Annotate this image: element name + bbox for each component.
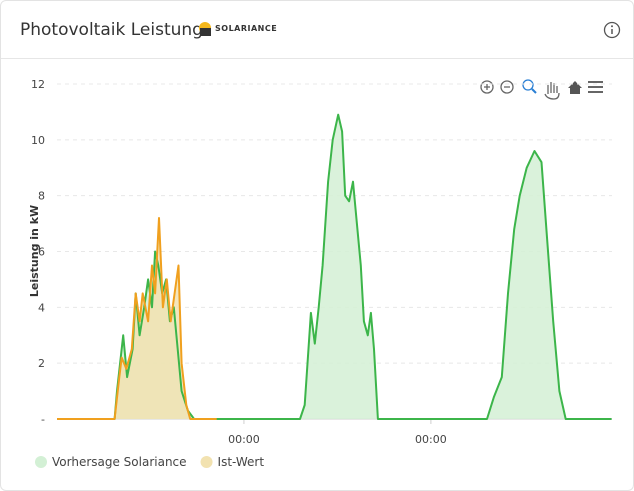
info-button[interactable] <box>603 21 621 39</box>
logo-icon <box>199 22 211 36</box>
home-button[interactable] <box>568 81 582 94</box>
y-axis-label: Leistung in kW <box>28 205 41 297</box>
series-line <box>57 113 612 420</box>
legend-marker <box>35 456 47 468</box>
logo-text: SOLARIANCE <box>215 24 278 33</box>
y-tick-label: 4 <box>38 301 45 314</box>
series-line <box>57 217 217 420</box>
y-tick-label: - <box>41 413 45 426</box>
zoom-out-button[interactable] <box>500 80 514 94</box>
y-tick-label: 8 <box>38 190 45 203</box>
legend-label: Vorhersage Solariance <box>52 455 187 469</box>
x-tick-label: 00:00 <box>415 433 447 446</box>
card-header: Photovoltaik Leistung SOLARIANCE <box>1 1 633 59</box>
pan-button[interactable] <box>544 82 560 100</box>
menu-button[interactable] <box>588 81 603 93</box>
series-area <box>57 218 217 419</box>
toolbar <box>480 79 603 100</box>
y-tick-label: 6 <box>38 246 45 259</box>
legend-label: Ist-Wert <box>218 455 265 469</box>
x-tick-label: 00:00 <box>228 433 260 446</box>
legend-item[interactable]: Vorhersage Solariance <box>35 455 187 469</box>
series-area <box>57 114 612 419</box>
legend-marker <box>200 456 213 468</box>
logo: SOLARIANCE <box>196 19 277 43</box>
zoom-select-button[interactable] <box>522 79 537 94</box>
legend-item[interactable]: Ist-Wert <box>200 455 265 469</box>
zoom-in-button[interactable] <box>480 80 494 94</box>
y-tick-label: 10 <box>31 134 45 147</box>
card-title: Photovoltaik Leistung <box>20 20 203 40</box>
y-tick-label: 12 <box>31 78 45 91</box>
y-tick-label: 2 <box>38 357 45 370</box>
